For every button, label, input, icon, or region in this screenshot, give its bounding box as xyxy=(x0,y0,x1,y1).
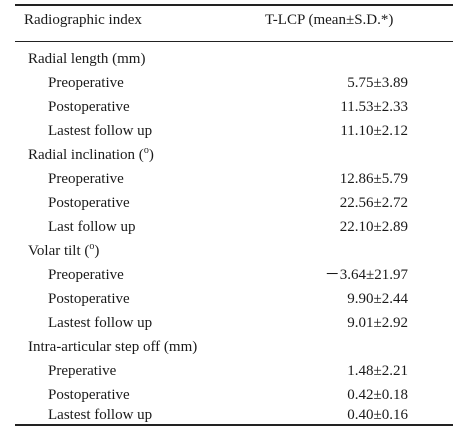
row-value: 9.90±2.44 xyxy=(347,291,408,307)
row-label: Postoperative xyxy=(48,291,130,307)
row-label: Preoperative xyxy=(48,75,124,91)
section-title-suffix: ) xyxy=(94,243,100,259)
row-label: Lastest follow up xyxy=(48,407,153,423)
section-radial-length: Radial length (mm) xyxy=(15,47,453,71)
row-label: Preperative xyxy=(48,363,117,379)
row-value: 11.53±2.33 xyxy=(340,99,408,115)
table-row: Lastest follow up 0.40±0.16 xyxy=(15,407,453,423)
table-row: Preperative 1.48±2.21 xyxy=(15,359,453,383)
table-row: Preoperative 12.86±5.79 xyxy=(15,167,453,191)
degree-superscript: o xyxy=(143,145,149,156)
row-value: 1.48±2.21 xyxy=(347,363,408,379)
section-title-suffix: ) xyxy=(148,147,154,163)
row-label: Postoperative xyxy=(48,387,130,403)
row-value: 0.40±0.16 xyxy=(347,407,408,423)
table-row: Last follow up 22.10±2.89 xyxy=(15,215,453,239)
row-label: Postoperative xyxy=(48,99,130,115)
row-label: Lastest follow up xyxy=(48,123,153,139)
section-title: Radial length (mm) xyxy=(28,51,146,67)
row-value: 22.10±2.89 xyxy=(339,219,408,235)
section-title: Intra-articular step off (mm) xyxy=(28,339,198,355)
row-value: 22.56±2.72 xyxy=(339,195,408,211)
section-intra-articular-step-off: Intra-articular step off (mm) xyxy=(15,335,453,359)
row-value: －3.64±21.97 xyxy=(324,267,408,283)
row-label: Preoperative xyxy=(48,171,124,187)
degree-superscript: o xyxy=(89,241,95,252)
row-value: 12.86±5.79 xyxy=(339,171,408,187)
row-value: 9.01±2.92 xyxy=(347,315,408,331)
table-row: Preoperative －3.64±21.97 xyxy=(15,263,453,287)
table-row: Lastest follow up 11.10±2.12 xyxy=(15,119,453,143)
row-label: Last follow up xyxy=(48,219,136,235)
row-value: 5.75±3.89 xyxy=(347,75,408,91)
row-label: Lastest follow up xyxy=(48,315,153,331)
section-title-prefix: Volar tilt ( xyxy=(28,243,90,259)
row-label: Preoperative xyxy=(48,267,124,283)
table-row: Postoperative 9.90±2.44 xyxy=(15,287,453,311)
section-title-prefix: Radial inclination ( xyxy=(28,147,144,163)
header-rule xyxy=(15,41,453,42)
table-bottom-rule xyxy=(15,424,453,426)
radiographic-results-table: Radiographic index T-LCP (mean±S.D.*) Ra… xyxy=(15,4,453,426)
table-row: Lastest follow up 9.01±2.92 xyxy=(15,311,453,335)
row-label: Postoperative xyxy=(48,195,130,211)
table-top-rule xyxy=(15,4,453,6)
section-radial-inclination: Radial inclination (o) xyxy=(15,143,453,167)
table-row: Postoperative 22.56±2.72 xyxy=(15,191,453,215)
table-row: Preoperative 5.75±3.89 xyxy=(15,71,453,95)
section-title: Radial inclination (o) xyxy=(28,143,154,167)
header-radiographic-index: Radiographic index xyxy=(24,12,142,28)
table-row: Postoperative 0.42±0.18 xyxy=(15,383,453,407)
row-value: 0.42±0.18 xyxy=(347,387,408,403)
table-row: Postoperative 11.53±2.33 xyxy=(15,95,453,119)
row-value: 11.10±2.12 xyxy=(340,123,408,139)
section-volar-tilt: Volar tilt (o) xyxy=(15,239,453,263)
section-title: Volar tilt (o) xyxy=(28,239,99,263)
header-t-lcp: T-LCP (mean±S.D.*) xyxy=(265,12,394,28)
